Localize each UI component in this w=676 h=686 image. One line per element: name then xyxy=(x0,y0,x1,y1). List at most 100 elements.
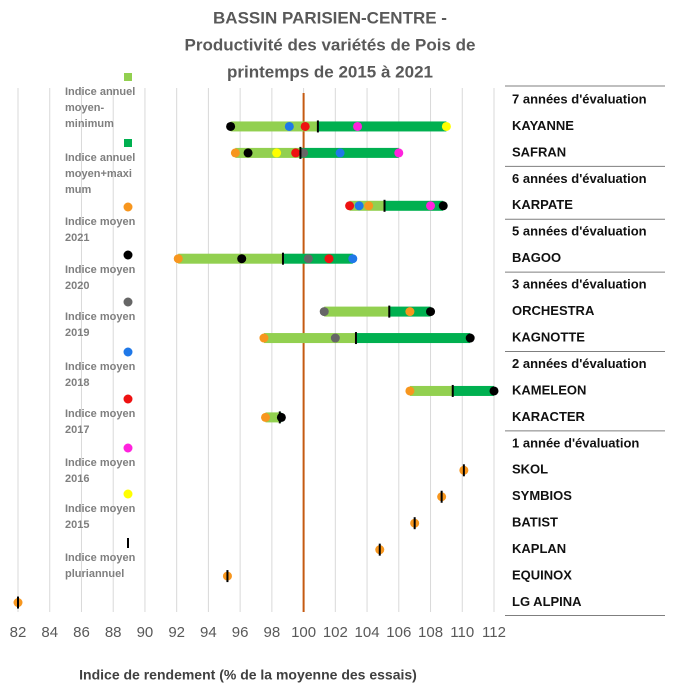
x-tick-label: 90 xyxy=(137,624,154,641)
legend-label: Indice annuel xyxy=(65,152,135,164)
group-label: 5 années d'évaluation xyxy=(512,224,647,239)
x-tick-label: 102 xyxy=(323,624,348,641)
x-axis-label: Indice de rendement (% de la moyenne des… xyxy=(79,667,417,683)
bar-min xyxy=(409,385,453,396)
legend-marker xyxy=(123,489,133,499)
dot xyxy=(237,254,247,264)
dot xyxy=(353,121,363,131)
dot xyxy=(261,412,271,422)
bar-max xyxy=(452,385,494,396)
dot xyxy=(354,201,364,211)
legend-label: pluriannuel xyxy=(65,568,124,580)
dot xyxy=(243,148,253,158)
mean-tick xyxy=(462,464,465,477)
legend-marker xyxy=(123,394,133,404)
legend-marker xyxy=(124,73,132,81)
x-tick-label: 100 xyxy=(291,624,316,641)
bar-min xyxy=(235,147,301,158)
x-tick-label: 96 xyxy=(232,624,249,641)
chart-title: BASSIN PARISIEN-CENTRE - xyxy=(213,8,447,27)
x-tick-label: 112 xyxy=(482,624,506,641)
group-label: 1 année d'évaluation xyxy=(512,435,639,450)
mean-tick xyxy=(281,252,284,265)
category-label: KAPLAN xyxy=(512,541,566,556)
category-label: KAGNOTTE xyxy=(512,329,585,344)
legend-marker xyxy=(123,250,133,260)
dot xyxy=(272,148,282,158)
dot xyxy=(489,386,499,396)
chart-title: printemps de 2015 à 2021 xyxy=(227,62,433,81)
dot xyxy=(348,254,358,264)
dot xyxy=(345,201,355,211)
mean-tick xyxy=(226,570,229,583)
dot xyxy=(330,333,340,343)
mean-tick xyxy=(316,120,319,133)
dot xyxy=(226,121,236,131)
dot xyxy=(405,307,415,317)
legend-marker xyxy=(123,443,133,453)
dot xyxy=(319,307,329,317)
mean-tick xyxy=(413,517,416,530)
category-label: KAMELEON xyxy=(512,382,586,397)
bar-min xyxy=(263,333,356,344)
bar-max xyxy=(317,121,447,132)
legend-label: 2021 xyxy=(65,232,89,244)
bar-max xyxy=(384,200,444,211)
bar-min xyxy=(230,121,318,132)
mean-tick xyxy=(17,596,19,609)
dot xyxy=(465,333,475,343)
mean-tick xyxy=(278,411,281,424)
chart-title: Productivité des variétés de Pois de xyxy=(184,35,475,54)
dot xyxy=(335,148,345,158)
legend-label: 2015 xyxy=(65,519,89,531)
mean-tick xyxy=(440,490,443,503)
mean-tick xyxy=(383,199,386,212)
group-label: 6 années d'évaluation xyxy=(512,171,647,186)
dot xyxy=(426,307,436,317)
x-tick-label: 110 xyxy=(450,624,474,641)
bar-max xyxy=(300,147,399,158)
legend-marker xyxy=(124,139,132,147)
bar-max xyxy=(282,253,353,264)
legend-marker xyxy=(123,297,133,307)
legend-label: mum xyxy=(65,184,92,196)
legend-label: Indice annuel xyxy=(65,86,135,98)
dot xyxy=(441,121,451,131)
category-label: BAGOO xyxy=(512,250,561,265)
dot xyxy=(259,333,269,343)
category-label: KAYANNE xyxy=(512,118,574,133)
category-label: SKOL xyxy=(512,462,548,477)
category-label: LG ALPINA xyxy=(512,594,582,609)
legend-label: Indice moyen xyxy=(65,264,136,276)
legend-label: moyen+maxi xyxy=(65,168,132,180)
legend-label: Indice moyen xyxy=(65,457,136,469)
x-tick-label: 82 xyxy=(10,624,27,641)
legend-label: Indice moyen xyxy=(65,552,136,564)
x-tick-label: 108 xyxy=(418,624,443,641)
category-label: EQUINOX xyxy=(512,568,572,583)
mean-tick xyxy=(354,332,357,345)
x-tick-label: 92 xyxy=(168,624,185,641)
legend-label: 2020 xyxy=(65,280,89,292)
bar-min xyxy=(265,412,280,423)
x-tick-label: 94 xyxy=(200,624,217,641)
dot xyxy=(303,254,313,264)
dot xyxy=(276,412,286,422)
legend-marker xyxy=(123,347,133,357)
dot xyxy=(173,254,183,264)
category-label: ORCHESTRA xyxy=(512,303,595,318)
dot xyxy=(230,148,240,158)
legend-label: 2019 xyxy=(65,327,89,339)
legend-marker xyxy=(127,538,129,548)
legend-label: 2018 xyxy=(65,377,89,389)
group-label: 7 années d'évaluation xyxy=(512,91,647,106)
dot xyxy=(291,148,301,158)
legend-label: Indice moyen xyxy=(65,311,136,323)
bar-min xyxy=(324,306,390,317)
group-label: 3 années d'évaluation xyxy=(512,277,647,292)
legend-label: Indice moyen xyxy=(65,361,136,373)
category-label: SAFRAN xyxy=(512,144,566,159)
dot xyxy=(324,254,334,264)
dot xyxy=(364,201,374,211)
category-label: SYMBIOS xyxy=(512,488,572,503)
